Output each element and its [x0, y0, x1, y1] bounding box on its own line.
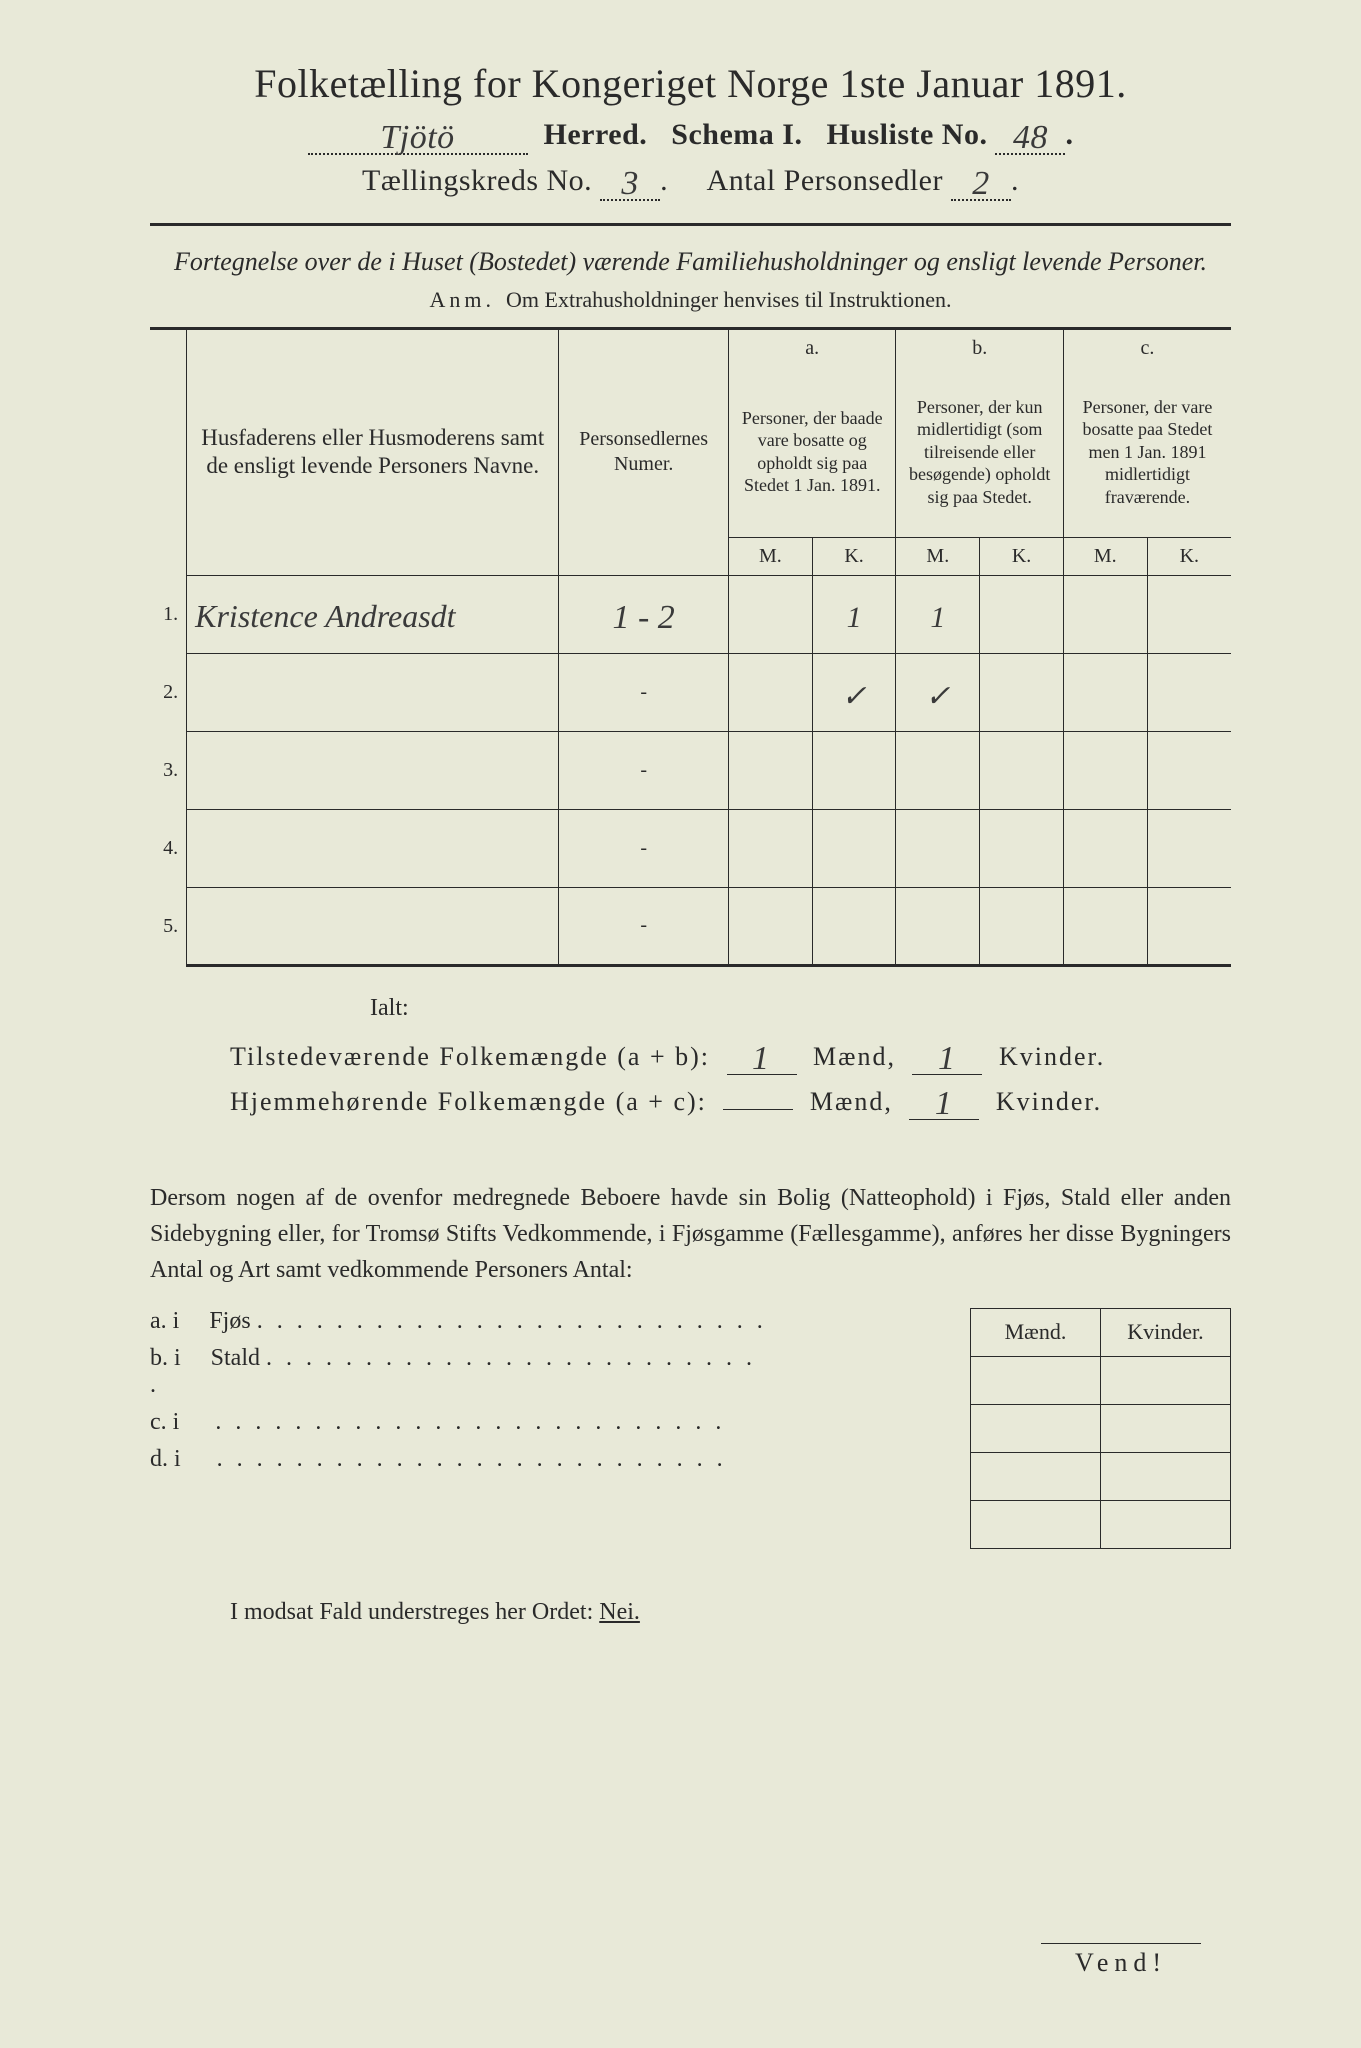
col-b-desc: Personer, der kun midlertidigt (som tilr… — [896, 367, 1063, 537]
col-a-desc: Personer, der baade vare bosatte og opho… — [728, 367, 895, 537]
col-c-m: M. — [1063, 537, 1147, 575]
census-table: Husfaderens eller Husmoderens samt de en… — [150, 327, 1231, 967]
col-a-label: a. — [728, 329, 895, 368]
col-a-k: K. — [812, 537, 896, 575]
footer-line: I modsat Fald understreges her Ordet: Ne… — [230, 1599, 1231, 1626]
sum1-kvinder: 1 — [938, 1040, 957, 1077]
divider-top — [150, 223, 1231, 226]
antal-value: 2 — [972, 165, 990, 202]
schema-label: Schema I. — [671, 118, 802, 151]
sum2-kvinder: 1 — [935, 1085, 954, 1122]
col-b-label: b. — [896, 329, 1063, 368]
vend-label: Vend! — [1041, 1943, 1201, 1978]
header-line-2: Tjötö Herred. Schema I. Husliste No. 48. — [150, 115, 1231, 155]
ialt-label: Ialt: — [370, 995, 1231, 1022]
col-a-m: M. — [728, 537, 812, 575]
herred-value: Tjötö — [380, 119, 454, 156]
header-line-3: Tællingskreds No. 3. Antal Personsedler … — [150, 161, 1231, 201]
outbuilding-row: a. i Fjøs . . . . . . . . . . . . . . . … — [150, 1308, 958, 1335]
col-b-m: M. — [896, 537, 980, 575]
sum-present: Tilstedeværende Folkemængde (a + b): 1 M… — [230, 1036, 1231, 1075]
husliste-label: Husliste No. — [826, 118, 987, 151]
outbuilding-row: b. i Stald . . . . . . . . . . . . . . .… — [150, 1345, 958, 1399]
col-name-header: Husfaderens eller Husmoderens samt de en… — [187, 329, 559, 576]
col-num-header: Personsedlernes Numer. — [559, 329, 729, 576]
sum1-maend: 1 — [752, 1040, 771, 1077]
nei-word: Nei. — [599, 1599, 640, 1625]
antal-label: Antal Personsedler — [707, 164, 943, 197]
table-row: 2.-✓✓ — [150, 653, 1231, 731]
col-c-desc: Personer, der vare bosatte paa Stedet me… — [1063, 367, 1231, 537]
out-hdr-m: Mænd. — [971, 1308, 1101, 1356]
sum-resident: Hjemmehørende Folkemængde (a + c): Mænd,… — [230, 1081, 1231, 1120]
outbuilding-list: a. i Fjøs . . . . . . . . . . . . . . . … — [150, 1308, 958, 1483]
kreds-label: Tællingskreds No. — [362, 164, 592, 197]
outbuilding-mk-table: Mænd. Kvinder. — [970, 1308, 1231, 1549]
table-row: 4.- — [150, 809, 1231, 887]
outbuilding-row: c. i . . . . . . . . . . . . . . . . . .… — [150, 1409, 958, 1436]
table-row: 3.- — [150, 731, 1231, 809]
col-b-k: K. — [980, 537, 1064, 575]
table-row: 1.Kristence Andreasdt1 - 211 — [150, 575, 1231, 653]
subtitle: Fortegnelse over de i Huset (Bostedet) v… — [150, 244, 1231, 279]
out-hdr-k: Kvinder. — [1101, 1308, 1231, 1356]
outbuilding-para: Dersom nogen af de ovenfor medregnede Be… — [150, 1180, 1231, 1288]
col-c-k: K. — [1147, 537, 1231, 575]
outbuilding-row: d. i . . . . . . . . . . . . . . . . . .… — [150, 1446, 958, 1473]
anm-note: Anm. Anm. Om Extrahusholdninger henvises… — [150, 287, 1231, 313]
herred-label: Herred. — [544, 118, 648, 151]
table-row: 5.- — [150, 887, 1231, 965]
kreds-value: 3 — [621, 165, 639, 202]
husliste-value: 48 — [1013, 119, 1048, 156]
col-c-label: c. — [1063, 329, 1231, 368]
page-title: Folketælling for Kongeriget Norge 1ste J… — [150, 60, 1231, 107]
